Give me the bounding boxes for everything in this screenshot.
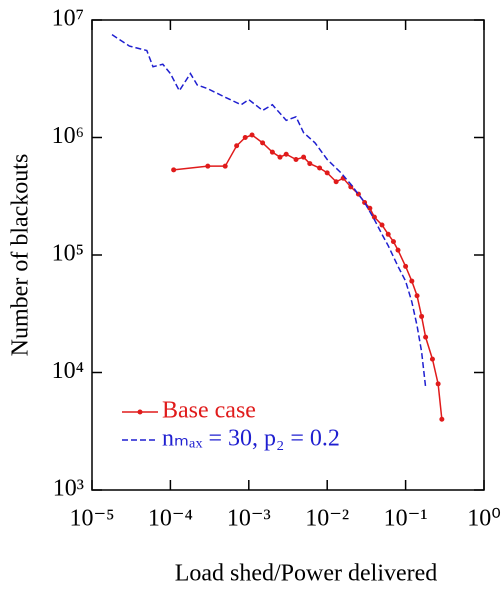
- series-line: [173, 134, 443, 420]
- marker: [171, 167, 177, 173]
- marker: [429, 356, 435, 362]
- marker: [222, 163, 228, 169]
- marker: [414, 293, 420, 299]
- marker: [385, 231, 391, 237]
- marker: [260, 140, 266, 146]
- marker: [395, 247, 401, 253]
- marker: [269, 149, 275, 155]
- marker: [409, 278, 415, 284]
- legend-label: Base case: [162, 398, 256, 424]
- marker: [403, 263, 409, 269]
- marker: [301, 154, 307, 160]
- y-tick-label: 10⁵: [52, 241, 84, 267]
- marker: [249, 132, 255, 138]
- marker: [439, 416, 445, 422]
- x-tick-label: 10⁻²: [305, 506, 349, 532]
- marker: [277, 154, 283, 160]
- y-tick-label: 10³: [53, 476, 84, 502]
- plot-frame: [91, 19, 485, 491]
- marker: [333, 179, 339, 185]
- x-tick-label: 10⁻⁴: [148, 506, 193, 532]
- marker: [423, 334, 429, 340]
- legend-marker: [137, 409, 143, 415]
- marker: [317, 165, 323, 171]
- marker: [283, 151, 289, 157]
- marker: [205, 163, 211, 169]
- marker: [293, 156, 299, 162]
- x-tick-label: 10⁰: [467, 506, 501, 532]
- x-tick-label: 10⁻⁵: [69, 506, 114, 532]
- x-tick-label: 10⁻¹: [384, 506, 428, 532]
- marker: [371, 214, 377, 220]
- marker: [324, 170, 330, 176]
- marker: [419, 313, 425, 319]
- y-tick-label: 10⁷: [52, 6, 84, 32]
- legend-label: nₘₐₓ = 30, p₂ = 0.2: [162, 426, 340, 452]
- series-line: [111, 34, 427, 388]
- x-axis-label: Load shed/Power delivered: [175, 561, 438, 587]
- y-tick-label: 10⁴: [52, 358, 84, 384]
- marker: [390, 239, 396, 245]
- marker: [307, 161, 313, 167]
- y-axis-label: Number of blackouts: [8, 154, 34, 357]
- marker: [234, 143, 240, 149]
- y-tick-label: 10⁶: [52, 123, 84, 149]
- marker: [242, 135, 248, 140]
- x-tick-label: 10⁻³: [227, 506, 271, 532]
- marker: [435, 381, 441, 387]
- marker: [379, 222, 385, 228]
- marker: [367, 205, 373, 211]
